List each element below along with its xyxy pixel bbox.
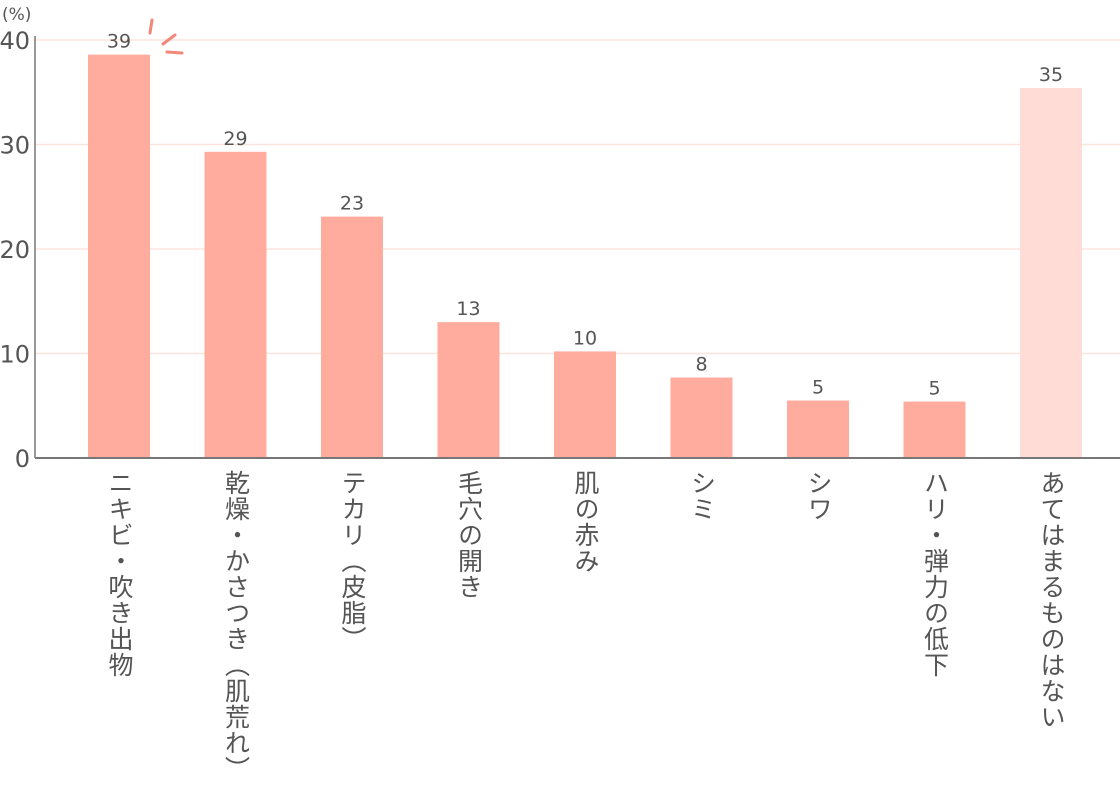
bar <box>787 400 849 458</box>
bar <box>903 401 966 458</box>
sparkle-accent-icon <box>161 33 177 46</box>
y-unit-label: (%) <box>2 5 31 25</box>
bar <box>437 322 500 458</box>
bar <box>1020 88 1082 458</box>
data-label: 39 <box>107 31 131 53</box>
x-category-label: 毛穴の開き <box>454 470 484 600</box>
bar <box>88 54 150 458</box>
y-tick-label: 20 <box>0 236 30 264</box>
x-category-label: あてはまるものはない <box>1037 470 1066 730</box>
y-tick-label: 10 <box>0 341 30 369</box>
y-tick-label: 30 <box>0 132 30 160</box>
data-label: 5 <box>928 378 940 400</box>
bar <box>670 377 733 458</box>
sparkle-accent-icon <box>165 50 184 55</box>
data-label: 35 <box>1039 64 1063 86</box>
bar <box>321 216 383 458</box>
x-category-label: シミ <box>687 470 717 522</box>
data-label: 10 <box>573 327 597 349</box>
x-category-label: ニキビ・吹き出物 <box>105 470 134 678</box>
x-category-label: シワ <box>804 470 833 522</box>
bar <box>554 351 616 458</box>
data-label: 23 <box>340 193 364 215</box>
x-category-label: テカリ（皮脂） <box>338 470 367 652</box>
y-tick-label: 0 <box>15 445 30 473</box>
data-label: 8 <box>695 354 707 376</box>
bar <box>204 151 267 458</box>
x-category-label: ハリ・弾力の低下 <box>920 470 950 678</box>
y-tick-label: 40 <box>0 27 30 55</box>
x-category-label: 乾燥・かさつき（肌荒れ） <box>221 470 251 782</box>
x-category-label: 肌の赤み <box>571 470 600 574</box>
data-label: 5 <box>812 377 824 399</box>
data-label: 13 <box>456 298 480 320</box>
data-label: 29 <box>223 128 247 150</box>
sparkle-accent-icon <box>148 18 154 35</box>
